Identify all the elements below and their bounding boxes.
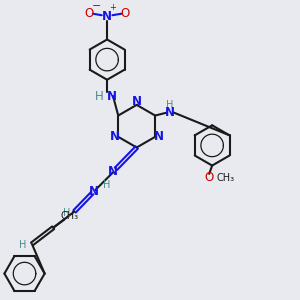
Text: H: H [166,100,174,110]
Text: O: O [121,7,130,20]
Text: O: O [205,172,214,184]
Text: H: H [103,180,110,190]
Text: N: N [110,130,120,143]
Text: N: N [154,130,164,143]
Text: N: N [102,10,112,23]
Text: CH₃: CH₃ [216,173,235,183]
Text: H: H [94,89,103,103]
Text: +: + [109,3,116,12]
Text: O: O [84,7,93,20]
Text: N: N [108,165,118,178]
Text: H: H [63,208,70,218]
Text: N: N [106,89,116,103]
Text: N: N [132,95,142,108]
Text: CH₃: CH₃ [60,212,79,221]
Text: N: N [89,185,99,198]
Text: N: N [165,106,175,119]
Text: −: − [92,1,101,11]
Text: H: H [20,240,27,250]
